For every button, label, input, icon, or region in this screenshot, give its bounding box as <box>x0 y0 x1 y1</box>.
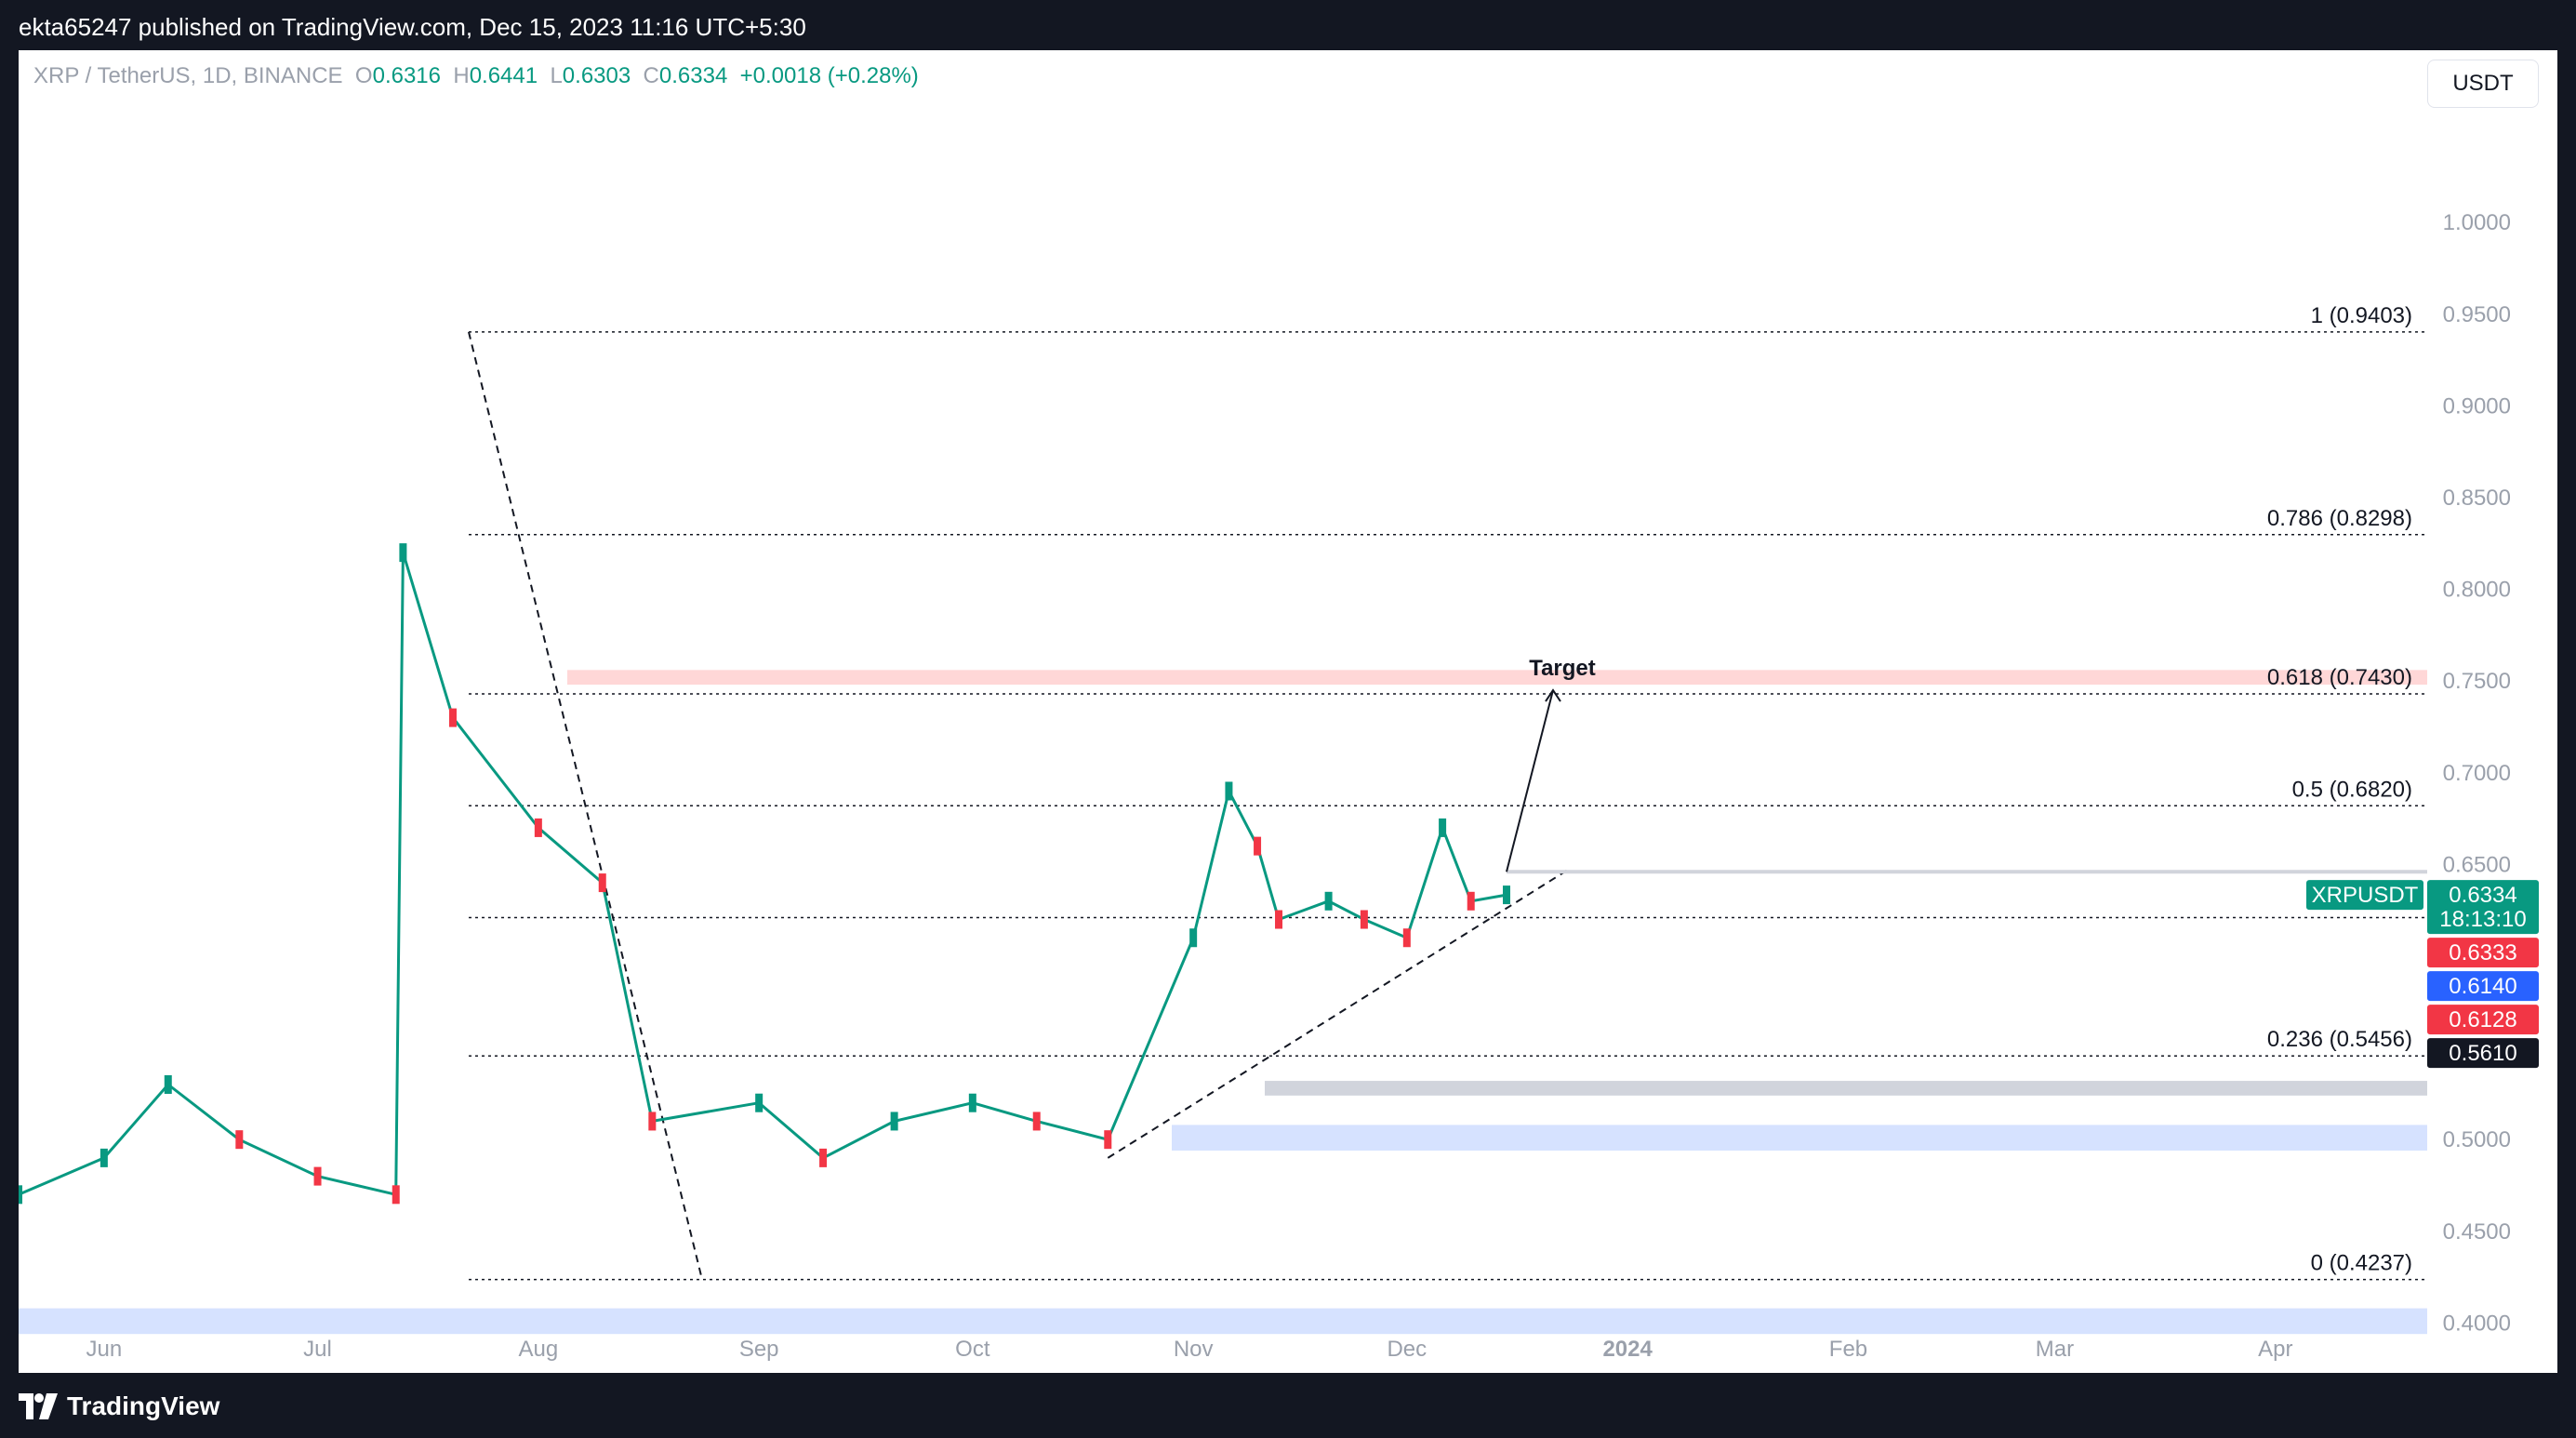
candle <box>819 1148 828 1167</box>
symbol-label: XRP / TetherUS, 1D, BINANCE <box>33 63 343 88</box>
y-tick-label: 0.8500 <box>2443 486 2511 511</box>
change-value: +0.0018 (+0.28%) <box>739 63 919 88</box>
y-tick-label: 0.5000 <box>2443 1127 2511 1152</box>
candle <box>313 1166 322 1186</box>
low-label: L <box>550 63 563 88</box>
target-arrow <box>1506 689 1554 872</box>
price-tag-value: 0.6334 <box>2449 883 2516 908</box>
x-tick-label: Jun <box>86 1337 123 1362</box>
price-tag <box>2427 1038 2539 1069</box>
candle <box>1360 910 1368 929</box>
candle <box>598 873 606 893</box>
price-chart[interactable]: 1 (0.9403) 0.786 (0.8298) 0.618 (0.7430) 0.… <box>19 50 2557 1373</box>
candle <box>1503 885 1510 905</box>
candle <box>1032 1112 1041 1131</box>
zone-resistance-0 <box>567 670 2427 686</box>
y-tick-label: 0.6500 <box>2443 852 2511 877</box>
publish-header: ekta65247 published on TradingView.com, … <box>0 0 2576 50</box>
x-tick-label: Feb <box>1829 1337 1867 1362</box>
high-label: H <box>453 63 470 88</box>
chart-legend: XRP / TetherUS, 1D, BINANCE O0.6316 H0.6… <box>33 63 919 89</box>
y-tick-label: 1.0000 <box>2443 210 2511 235</box>
currency-button[interactable]: USDT <box>2427 60 2539 108</box>
descending-trendline <box>468 331 703 1280</box>
chart-panel[interactable]: 1 (0.9403) 0.786 (0.8298) 0.618 (0.7430) 0.… <box>19 50 2557 1373</box>
y-tick-label: 0.4500 <box>2443 1219 2511 1245</box>
zone-support-2 <box>1172 1125 2427 1151</box>
x-tick-label: Mar <box>2036 1337 2074 1362</box>
candle <box>890 1112 898 1131</box>
fib-label: 0.786 (0.8298) <box>2267 506 2412 531</box>
x-tick-label: Apr <box>2258 1337 2292 1362</box>
tradingview-icon <box>19 1393 58 1419</box>
tradingview-brand: TradingView <box>67 1391 220 1420</box>
candle <box>19 1185 22 1205</box>
x-tick-label: Dec <box>1387 1337 1427 1362</box>
x-tick-label: Sep <box>739 1337 779 1362</box>
low-value: 0.6303 <box>562 63 631 88</box>
candle <box>755 1093 764 1112</box>
candle <box>399 543 407 563</box>
candle <box>968 1093 976 1112</box>
candle <box>1402 928 1411 948</box>
y-tick-label: 0.4000 <box>2443 1311 2511 1336</box>
price-tag <box>2427 971 2539 1002</box>
ascending-trendline <box>1107 867 1572 1159</box>
zone-support-1 <box>1265 1081 2427 1096</box>
fib-label: 0.236 (0.5456) <box>2267 1027 2412 1052</box>
price-tag-value: 0.5610 <box>2449 1041 2516 1066</box>
zone-support-3 <box>19 1308 2427 1335</box>
price-tag <box>2427 1005 2539 1035</box>
high-value: 0.6441 <box>469 63 538 88</box>
open-value: 0.6316 <box>372 63 441 88</box>
fib-label: 0.5 (0.6820) <box>2292 777 2412 802</box>
candle <box>1254 836 1262 856</box>
target-label: Target <box>1529 656 1596 681</box>
tradingview-logo[interactable]: TradingView <box>19 1388 219 1425</box>
fib-label: 0 (0.4237) <box>2311 1251 2412 1276</box>
candle <box>164 1075 172 1094</box>
y-tick-label: 0.7500 <box>2443 669 2511 694</box>
candle <box>1439 818 1447 837</box>
candle <box>648 1112 657 1131</box>
countdown-label: 18:13:10 <box>2439 907 2526 932</box>
candle <box>1189 928 1198 948</box>
footer-bar: TradingView <box>0 1373 2576 1438</box>
candle <box>1467 891 1475 911</box>
candle <box>1104 1130 1112 1150</box>
y-tick-label: 0.9500 <box>2443 302 2511 327</box>
candle <box>100 1148 108 1167</box>
open-label: O <box>354 63 373 88</box>
candle <box>235 1130 244 1150</box>
price-tag <box>2427 938 2539 968</box>
price-tag-value: 0.6333 <box>2449 940 2516 965</box>
y-tick-label: 0.9000 <box>2443 393 2511 419</box>
symbol-tag <box>2306 880 2423 911</box>
close-value: 0.6334 <box>658 63 728 88</box>
price-tag-value: 0.6140 <box>2449 974 2516 999</box>
x-tick-label: Oct <box>955 1337 990 1362</box>
close-label: C <box>643 63 659 88</box>
symbol-tag-label: XRPUSDT <box>2312 883 2419 908</box>
y-tick-label: 0.7000 <box>2443 761 2511 786</box>
price-tag-value: 0.6128 <box>2449 1007 2516 1032</box>
candle <box>1225 781 1233 801</box>
candle <box>1275 910 1283 929</box>
candle <box>448 708 457 727</box>
x-tick-label: 2024 <box>1602 1337 1653 1362</box>
candle <box>534 818 542 837</box>
candle <box>392 1185 400 1205</box>
fib-label: 1 (0.9403) <box>2311 303 2412 328</box>
x-tick-label: Aug <box>519 1337 559 1362</box>
publisher-line: ekta65247 published on TradingView.com, … <box>19 13 806 41</box>
y-tick-label: 0.8000 <box>2443 578 2511 603</box>
target-arrowhead <box>1545 688 1561 702</box>
candle <box>1324 891 1333 911</box>
x-tick-label: Jul <box>303 1337 332 1362</box>
x-tick-label: Nov <box>1174 1337 1214 1362</box>
fib-label: 0.618 (0.7430) <box>2267 665 2412 690</box>
price-tag <box>2427 880 2539 935</box>
